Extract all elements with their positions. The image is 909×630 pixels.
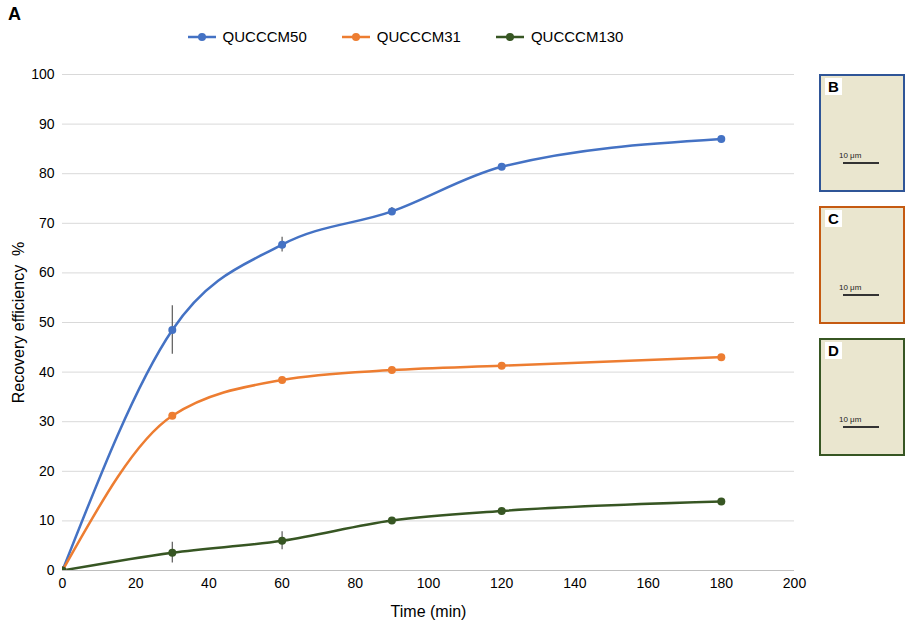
svg-text:70: 70 bbox=[39, 215, 55, 231]
svg-text:0: 0 bbox=[59, 575, 67, 591]
svg-text:140: 140 bbox=[563, 575, 587, 591]
html-text:A: A bbox=[8, 4, 21, 24]
svg-text:Recovery efficiency %: Recovery efficiency % bbox=[10, 242, 27, 404]
html-text:QUCCCM50: QUCCCM50 bbox=[222, 28, 307, 45]
html-text:QUCCCM31: QUCCCM31 bbox=[376, 28, 461, 45]
svg-text:100: 100 bbox=[417, 575, 441, 591]
svg-text:80: 80 bbox=[39, 165, 55, 181]
html-text:B: B bbox=[828, 78, 839, 95]
svg-text:30: 30 bbox=[39, 413, 55, 429]
svg-text:20: 20 bbox=[39, 463, 55, 479]
svg-text:50: 50 bbox=[39, 314, 55, 330]
html-text:C: C bbox=[828, 210, 839, 227]
svg-text:Time (min): Time (min) bbox=[391, 603, 467, 620]
svg-text:0: 0 bbox=[47, 562, 55, 578]
html-text:10 μm: 10 μm bbox=[839, 283, 862, 292]
svg-text:100: 100 bbox=[31, 66, 55, 82]
svg-text:200: 200 bbox=[783, 575, 807, 591]
svg-text:10: 10 bbox=[39, 512, 55, 528]
svg-text:60: 60 bbox=[39, 264, 55, 280]
html-text:10 μm: 10 μm bbox=[839, 415, 862, 424]
svg-text:60: 60 bbox=[274, 575, 290, 591]
html-text:QUCCCM130: QUCCCM130 bbox=[530, 28, 624, 45]
svg-text:180: 180 bbox=[710, 575, 734, 591]
html-text:D: D bbox=[828, 342, 839, 359]
svg-text:160: 160 bbox=[636, 575, 660, 591]
svg-text:20: 20 bbox=[128, 575, 144, 591]
svg-text:120: 120 bbox=[490, 575, 514, 591]
html-text:10 μm: 10 μm bbox=[839, 151, 862, 160]
svg-text:40: 40 bbox=[201, 575, 217, 591]
svg-text:90: 90 bbox=[39, 116, 55, 132]
svg-text:40: 40 bbox=[39, 364, 55, 380]
svg-text:80: 80 bbox=[348, 575, 364, 591]
